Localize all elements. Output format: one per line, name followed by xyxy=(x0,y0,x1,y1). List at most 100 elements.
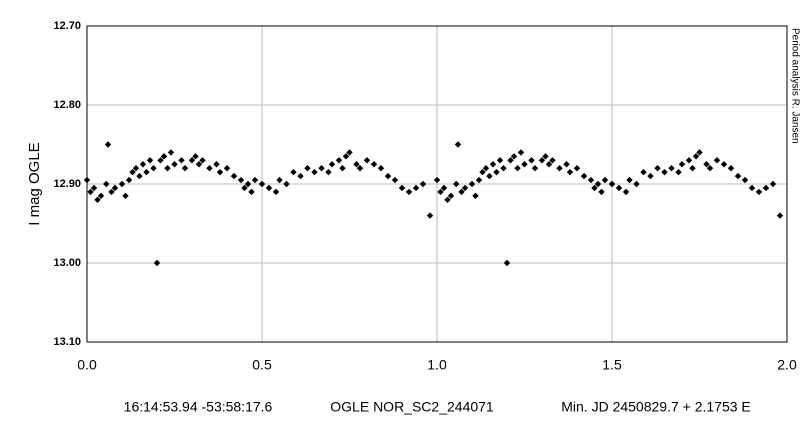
point xyxy=(475,176,483,184)
point xyxy=(566,168,574,176)
point xyxy=(325,168,332,176)
point xyxy=(521,161,528,168)
point xyxy=(622,188,630,196)
point xyxy=(248,188,255,196)
point xyxy=(503,259,511,267)
point xyxy=(594,180,602,188)
point xyxy=(195,161,203,168)
point xyxy=(668,165,675,172)
point xyxy=(339,165,346,172)
point xyxy=(199,157,206,164)
point xyxy=(241,184,248,192)
point xyxy=(346,149,353,156)
point xyxy=(206,165,213,172)
point xyxy=(444,196,451,203)
point xyxy=(328,161,336,168)
point xyxy=(640,168,647,176)
point xyxy=(426,212,434,219)
point xyxy=(440,184,448,192)
point xyxy=(94,196,101,203)
point xyxy=(118,180,126,188)
point xyxy=(608,180,616,188)
point xyxy=(734,172,742,180)
x-tick-label: 0.5 xyxy=(252,357,272,373)
point xyxy=(384,172,392,180)
point xyxy=(370,161,378,168)
point xyxy=(412,184,420,192)
point xyxy=(769,180,777,188)
point xyxy=(171,161,178,168)
point xyxy=(468,180,476,188)
point xyxy=(563,161,570,168)
point xyxy=(489,161,497,168)
point xyxy=(335,157,343,164)
point xyxy=(615,184,623,192)
point xyxy=(132,165,140,172)
x-tick-label: 2.0 xyxy=(777,357,797,373)
point xyxy=(500,165,507,172)
point xyxy=(129,168,136,176)
point xyxy=(153,259,161,267)
y-axis-label: I mag OGLE xyxy=(26,142,43,225)
point xyxy=(342,153,350,160)
point xyxy=(493,168,500,176)
point xyxy=(720,161,728,168)
point xyxy=(454,141,462,148)
point xyxy=(398,184,406,192)
point xyxy=(538,157,546,164)
point xyxy=(104,141,112,148)
point xyxy=(363,157,371,164)
point xyxy=(178,157,185,164)
y-tick-label: 13.00 xyxy=(53,257,81,269)
footer-star: OGLE NOR_SC2_244071 xyxy=(330,399,494,415)
point xyxy=(237,176,245,184)
point xyxy=(472,192,479,200)
point xyxy=(139,161,147,168)
point xyxy=(90,184,98,192)
point xyxy=(87,188,94,196)
point xyxy=(675,168,682,176)
point xyxy=(433,176,441,184)
point xyxy=(258,180,266,188)
point xyxy=(692,153,700,160)
point xyxy=(244,180,252,188)
point xyxy=(437,188,444,196)
point xyxy=(678,161,686,168)
point xyxy=(587,176,595,184)
point xyxy=(164,165,171,172)
point xyxy=(97,192,105,200)
point xyxy=(556,165,563,172)
y-tick-label: 12.70 xyxy=(53,20,81,32)
point xyxy=(143,168,150,176)
point xyxy=(136,172,143,180)
point xyxy=(318,165,325,172)
side-note: Period analysis R. Jansen xyxy=(789,28,800,144)
point xyxy=(304,165,311,172)
point xyxy=(223,165,231,172)
point xyxy=(405,188,413,196)
point xyxy=(458,188,465,196)
point xyxy=(290,168,297,176)
point xyxy=(311,168,318,176)
x-tick-label: 1.5 xyxy=(602,357,622,373)
point xyxy=(685,157,693,164)
point xyxy=(549,157,556,164)
point xyxy=(83,176,91,184)
point xyxy=(272,188,280,196)
point xyxy=(542,153,549,160)
point xyxy=(157,157,164,164)
point xyxy=(776,212,784,219)
point xyxy=(661,168,668,176)
point xyxy=(601,176,609,184)
point xyxy=(741,176,749,184)
point xyxy=(122,192,129,200)
plot-frame xyxy=(86,25,788,343)
point xyxy=(633,180,640,188)
point xyxy=(103,180,110,188)
point xyxy=(216,168,224,176)
point xyxy=(447,192,455,200)
point xyxy=(591,184,598,192)
x-tick-label: 0.0 xyxy=(77,357,97,373)
point xyxy=(528,157,535,164)
point xyxy=(377,165,385,172)
